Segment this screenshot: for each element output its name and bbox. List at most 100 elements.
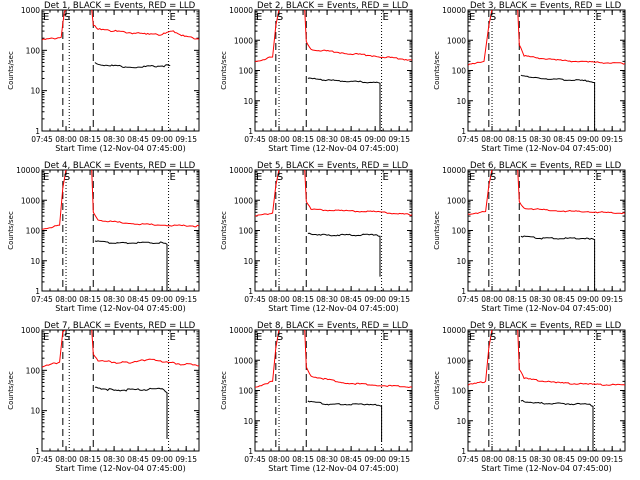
chart-title: Det 5, BLACK = Events, RED = LLD	[257, 161, 409, 171]
event-marker-label: E	[43, 172, 49, 183]
x-tick-label: 08:00	[55, 135, 77, 144]
series-red-line	[468, 170, 625, 215]
series-black-line	[94, 386, 168, 439]
y-tick-label: 1000	[447, 356, 466, 365]
y-tick-label: 1	[35, 287, 40, 296]
event-marker-label: S	[490, 172, 496, 183]
x-tick-label: 09:00	[151, 295, 173, 304]
x-tick-label: 09:00	[151, 135, 173, 144]
x-tick-label: 08:00	[55, 455, 77, 464]
y-tick-label: 1000	[21, 196, 40, 205]
x-tick-label: 08:15	[79, 295, 101, 304]
x-tick-label: 07:45	[457, 455, 479, 464]
series-black-line	[520, 399, 594, 451]
x-tick-label: 08:30	[316, 295, 338, 304]
x-tick-label: 08:15	[79, 135, 101, 144]
y-tick-label: 100	[26, 46, 41, 55]
x-axis-label: Start Time (12-Nov-04 07:45:00)	[268, 304, 398, 313]
x-tick-label: 08:30	[529, 135, 551, 144]
y-tick-label: 1	[35, 447, 40, 456]
x-tick-label: 08:15	[79, 455, 101, 464]
series-red-line	[42, 330, 199, 368]
series-red-line	[255, 10, 412, 62]
x-axis-label: Start Time (12-Nov-04 07:45:00)	[55, 144, 185, 153]
x-tick-label: 08:45	[553, 455, 575, 464]
y-tick-label: 10000	[229, 166, 253, 175]
x-tick-label: 09:15	[175, 295, 197, 304]
x-tick-label: 08:15	[505, 455, 527, 464]
event-marker-label: E	[43, 12, 49, 23]
y-tick-label: 1000	[447, 196, 466, 205]
y-tick-label: 10	[30, 257, 40, 266]
x-tick-label: 09:00	[364, 455, 386, 464]
x-tick-label: 07:45	[457, 295, 479, 304]
y-tick-label: 10	[30, 87, 40, 96]
event-marker-label: E	[469, 332, 475, 343]
series-black-line	[307, 400, 383, 442]
y-tick-label: 100	[26, 227, 41, 236]
x-tick-label: 08:30	[103, 455, 125, 464]
event-marker-label: E	[383, 332, 389, 343]
event-marker-label: E	[43, 332, 49, 343]
y-tick-label: 100	[239, 227, 254, 236]
y-tick-label: 100	[239, 387, 254, 396]
y-tick-label: 1000	[234, 36, 253, 45]
x-axis-label: Start Time (12-Nov-04 07:45:00)	[268, 464, 398, 473]
event-marker-label: E	[469, 12, 475, 23]
y-tick-label: 1	[461, 127, 466, 136]
y-tick-label: 1	[35, 127, 40, 136]
x-tick-label: 08:45	[340, 295, 362, 304]
x-tick-label: 07:45	[244, 295, 266, 304]
y-tick-label: 100	[452, 387, 467, 396]
x-tick-label: 08:00	[268, 455, 290, 464]
x-tick-label: 08:45	[553, 295, 575, 304]
y-axis-label: Counts/sec	[433, 51, 441, 90]
x-tick-label: 09:15	[388, 455, 410, 464]
event-marker-label: E	[383, 12, 389, 23]
chart-panel-3: Det 3, BLACK = Events, RED = LLD 1 10 100 10…	[433, 1, 626, 153]
event-marker-label: E	[256, 172, 262, 183]
x-tick-label: 09:00	[364, 295, 386, 304]
y-tick-label: 10	[456, 257, 466, 266]
y-axis-label: Counts/sec	[220, 211, 228, 250]
event-marker-label: E	[596, 172, 602, 183]
x-axis-label: Start Time (12-Nov-04 07:45:00)	[55, 464, 185, 473]
x-tick-label: 07:45	[457, 135, 479, 144]
x-axis-label: Start Time (12-Nov-04 07:45:00)	[481, 144, 611, 153]
y-axis-label: Counts/sec	[7, 51, 15, 90]
y-tick-label: 1	[461, 287, 466, 296]
chart-panel-1: Det 1, BLACK = Events, RED = LLD 1 10 100 10…	[7, 1, 200, 153]
x-tick-label: 08:45	[553, 135, 575, 144]
y-tick-label: 1000	[447, 36, 466, 45]
x-tick-label: 08:15	[505, 135, 527, 144]
x-tick-label: 09:15	[175, 135, 197, 144]
x-axis-label: Start Time (12-Nov-04 07:45:00)	[55, 304, 185, 313]
series-black-line	[94, 240, 168, 291]
x-tick-label: 08:45	[127, 135, 149, 144]
x-tick-label: 09:15	[388, 135, 410, 144]
x-tick-label: 07:45	[31, 135, 53, 144]
x-tick-label: 09:15	[601, 455, 623, 464]
x-axis-label: Start Time (12-Nov-04 07:45:00)	[268, 144, 398, 153]
x-axis-label: Start Time (12-Nov-04 07:45:00)	[481, 304, 611, 313]
series-red-line	[468, 330, 625, 386]
plot-frame	[41, 329, 200, 452]
chart-title: Det 4, BLACK = Events, RED = LLD	[44, 161, 196, 171]
y-axis-label: Counts/sec	[7, 371, 15, 410]
series-red-line	[42, 170, 199, 230]
x-tick-label: 07:45	[31, 295, 53, 304]
y-axis-label: Counts/sec	[7, 211, 15, 250]
event-marker-label: E	[596, 332, 602, 343]
x-tick-label: 08:30	[529, 455, 551, 464]
event-marker-label: S	[64, 332, 70, 343]
y-tick-label: 1	[248, 287, 253, 296]
y-tick-label: 10000	[442, 166, 466, 175]
event-marker-label: E	[469, 172, 475, 183]
event-marker-label: E	[256, 12, 262, 23]
chart-panel-7: Det 7, BLACK = Events, RED = LLD 1 10 100 10…	[7, 321, 200, 473]
y-tick-label: 10000	[229, 326, 253, 335]
y-tick-label: 1000	[234, 356, 253, 365]
event-marker-label: S	[64, 172, 70, 183]
chart-panel-8: Det 8, BLACK = Events, RED = LLD 1 10 100 10…	[220, 321, 413, 473]
